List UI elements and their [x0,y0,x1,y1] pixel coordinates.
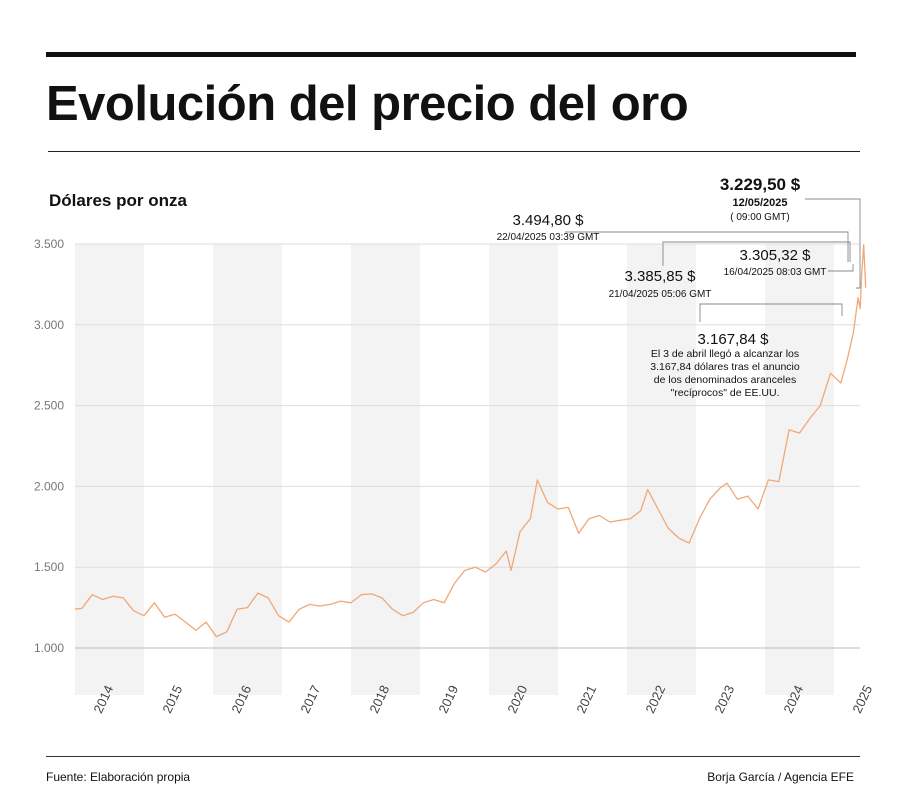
year-band [627,244,696,695]
x-tick-label: 2019 [435,683,461,716]
annotation-3-april-value: 3.167,84 $ [698,331,770,348]
credit-note: Borja García / Agencia EFE [707,770,854,784]
annotation-max-date: 22/04/2025 03:39 GMT [497,232,600,243]
annotation-close-date: 12/05/2025 [732,197,787,209]
annotation-3-april-note: El 3 de abril llegó a alcanzar los [651,348,799,360]
x-tick-label: 2021 [573,683,599,716]
year-band [213,244,282,695]
annotation-3-april-note: "recíprocos" de EE.UU. [671,387,780,399]
y-tick-label: 1.500 [34,560,64,574]
year-band [489,244,558,695]
chart-subtitle: Dólares por onza [49,191,187,210]
title-rule [48,151,860,152]
annotation-close-time: ( 09:00 GMT) [730,212,789,223]
leader-line-3-april [699,303,843,322]
leader-line-max [565,231,849,262]
annotation-21-april-date: 21/04/2025 05:06 GMT [609,289,712,300]
bottom-rule [46,756,860,757]
source-note: Fuente: Elaboración propia [46,770,191,784]
annotation-close-value: 3.229,50 $ [720,175,801,194]
year-band [75,244,144,695]
annotation-3-april-note: 3.167,84 dólares tras el anuncio [650,361,800,373]
price-line [74,244,867,638]
page-title: Evolución del precio del oro [46,77,689,131]
annotation-21-april-value: 3.385,85 $ [625,268,697,285]
x-tick-label: 2017 [297,683,323,716]
leader-line-peak-close [805,198,861,289]
annotation-max-value: 3.494,80 $ [513,212,585,229]
annotation-3-april-note: de los denominados aranceles [654,374,796,386]
y-tick-label: 1.000 [34,641,64,655]
year-band [765,244,834,695]
top-rule [46,52,856,57]
y-tick-label: 2.500 [34,399,64,413]
leader-line-21-april [662,241,851,266]
annotation-16-april-date: 16/04/2025 08:03 GMT [724,267,827,278]
y-tick-label: 3.000 [34,318,64,332]
year-band [351,244,420,695]
x-tick-label: 2025 [849,683,875,716]
y-tick-label: 3.500 [34,237,64,251]
x-tick-label: 2015 [159,683,185,716]
x-tick-label: 2023 [711,683,737,716]
annotation-16-april-value: 3.305,32 $ [740,247,812,264]
leader-line-16-april [828,264,854,272]
y-tick-label: 2.000 [34,479,64,493]
